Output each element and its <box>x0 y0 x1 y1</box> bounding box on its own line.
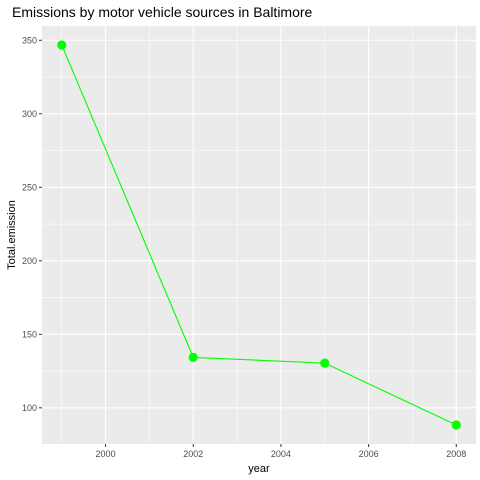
chart-title: Emissions by motor vehicle sources in Ba… <box>12 4 313 20</box>
y-axis-title: Total.emission <box>6 200 18 270</box>
y-tick-label: 250 <box>22 182 37 192</box>
y-tick-label: 300 <box>22 109 37 119</box>
series-lines <box>61 44 457 426</box>
y-axis-ticks: 100 150 200 250 300 350 <box>22 35 42 413</box>
data-point <box>57 40 67 50</box>
x-tick-label: 2006 <box>359 449 379 459</box>
data-point <box>188 352 198 363</box>
y-tick-label: 200 <box>22 256 37 266</box>
series-points <box>57 40 461 430</box>
y-tick-label: 100 <box>22 403 37 413</box>
x-tick-label: 2000 <box>96 449 116 459</box>
grid-minor-lines <box>42 26 476 444</box>
grid-major-lines <box>42 26 476 444</box>
x-tick-label: 2004 <box>271 449 291 459</box>
data-point <box>320 358 330 368</box>
x-axis-title: year <box>248 463 270 475</box>
y-tick-label: 150 <box>22 329 37 339</box>
x-tick-label: 2008 <box>446 449 466 459</box>
data-point <box>451 420 461 430</box>
x-axis-ticks: 2000 2002 2004 2006 2008 <box>96 444 466 459</box>
series-line-segment <box>324 362 457 426</box>
y-tick-label: 350 <box>22 35 37 45</box>
series-line-segment <box>61 44 194 358</box>
plot-panel <box>42 26 476 444</box>
series-line-segment <box>193 356 325 364</box>
x-tick-label: 2002 <box>183 449 203 459</box>
